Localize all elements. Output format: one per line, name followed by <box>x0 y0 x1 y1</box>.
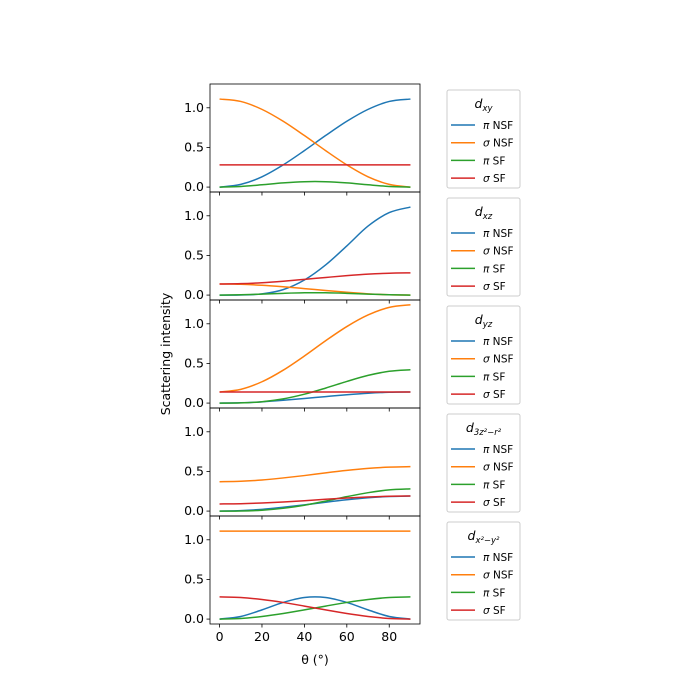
series-line-σ-NSF <box>219 465 411 483</box>
series-line-σ-SF <box>219 272 411 285</box>
y-tick-label: 1.0 <box>184 424 204 439</box>
legend-2: dyz π NSF σ NSF π SF σ SF <box>446 305 521 405</box>
legend-box <box>446 305 521 405</box>
legend-label: π SF <box>483 479 505 491</box>
x-tick-label: 20 <box>254 629 270 644</box>
series-line-π-SF <box>219 180 411 188</box>
legend-label: σ SF <box>483 497 506 509</box>
panel-4: 0.0 0.5 1.0 dx²−y² π NSF σ NSF π SF σ SF <box>184 515 521 628</box>
legend-4: dx²−y² π NSF σ NSF π SF σ SF <box>446 521 521 621</box>
y-tick-label: 0.5 <box>184 571 204 586</box>
legend-label: π SF <box>483 263 505 275</box>
y-tick-label: 0.0 <box>184 503 204 518</box>
legend-label: π SF <box>483 587 505 599</box>
legend-label: σ SF <box>483 389 506 401</box>
y-axis-label: Scattering intensity <box>158 292 173 415</box>
legend-label: σ SF <box>483 173 506 185</box>
legend-label: σ SF <box>483 605 506 617</box>
legend-label: π NSF <box>483 228 513 240</box>
legend-0: dxy π NSF σ NSF π SF σ SF <box>446 89 521 189</box>
legend-box <box>446 413 521 513</box>
legend-title: dyz <box>475 312 493 330</box>
y-tick-label: 1.0 <box>184 100 204 115</box>
series-line-σ-NSF <box>219 304 411 393</box>
panel-2: 0.0 0.5 1.0 dyz π NSF σ NSF π SF σ SF <box>184 299 521 412</box>
legend-title: dxy <box>475 96 494 114</box>
series-line-σ-SF <box>219 495 411 505</box>
panel-0: 0.0 0.5 1.0 dxy π NSF σ NSF π SF σ SF <box>184 83 521 196</box>
axes-frame <box>209 83 421 193</box>
y-tick-label: 0.0 <box>184 179 204 194</box>
y-tick-label: 0.0 <box>184 611 204 626</box>
legend-label: σ NSF <box>483 462 514 474</box>
legend-box <box>446 521 521 621</box>
y-tick-label: 0.5 <box>184 247 204 262</box>
x-tick-label: 80 <box>381 629 397 644</box>
legend-label: σ NSF <box>483 138 514 150</box>
legend-label: π SF <box>483 155 505 167</box>
legend-label: σ NSF <box>483 570 514 582</box>
series-line-π-SF <box>219 488 411 512</box>
legend-label: π SF <box>483 371 505 383</box>
legend-label: σ NSF <box>483 246 514 258</box>
legend-title: d3z²−r² <box>466 420 502 438</box>
y-tick-label: 1.0 <box>184 532 204 547</box>
panel-3: 0.0 0.5 1.0 d3z²−r² π NSF σ NSF π SF σ SF <box>184 407 521 520</box>
y-tick-label: 0.5 <box>184 355 204 370</box>
series-line-π-NSF <box>219 391 411 404</box>
y-tick-label: 0.5 <box>184 463 204 478</box>
x-tick-label: 0 <box>216 629 224 644</box>
legend-label: π NSF <box>483 120 513 132</box>
y-tick-label: 0.0 <box>184 395 204 410</box>
legend-title: dx²−y² <box>468 528 501 546</box>
x-tick-label: 40 <box>296 629 312 644</box>
legend-box <box>446 197 521 297</box>
series-line-σ-NSF <box>219 98 411 188</box>
x-tick-label: 60 <box>339 629 355 644</box>
axes-frame <box>209 515 421 625</box>
series-line-π-NSF <box>219 206 411 296</box>
y-tick-label: 1.0 <box>184 208 204 223</box>
legend-label: π NSF <box>483 552 513 564</box>
y-tick-label: 0.0 <box>184 287 204 302</box>
legend-3: d3z²−r² π NSF σ NSF π SF σ SF <box>446 413 521 513</box>
legend-box <box>446 89 521 189</box>
legend-title: dxz <box>475 204 493 222</box>
legend-label: σ SF <box>483 281 506 293</box>
legend-label: π NSF <box>483 336 513 348</box>
series-line-σ-SF <box>219 596 411 620</box>
legend-1: dxz π NSF σ NSF π SF σ SF <box>446 197 521 297</box>
y-tick-label: 1.0 <box>184 316 204 331</box>
panel-1: 0.0 0.5 1.0 dxz π NSF σ NSF π SF σ SF <box>184 191 521 304</box>
series-line-π-NSF <box>219 596 411 620</box>
x-axis-label: θ (°) <box>301 652 329 667</box>
legend-label: σ NSF <box>483 354 514 366</box>
legend-label: π NSF <box>483 444 513 456</box>
series-line-π-SF <box>219 291 411 296</box>
y-tick-label: 0.5 <box>184 139 204 154</box>
